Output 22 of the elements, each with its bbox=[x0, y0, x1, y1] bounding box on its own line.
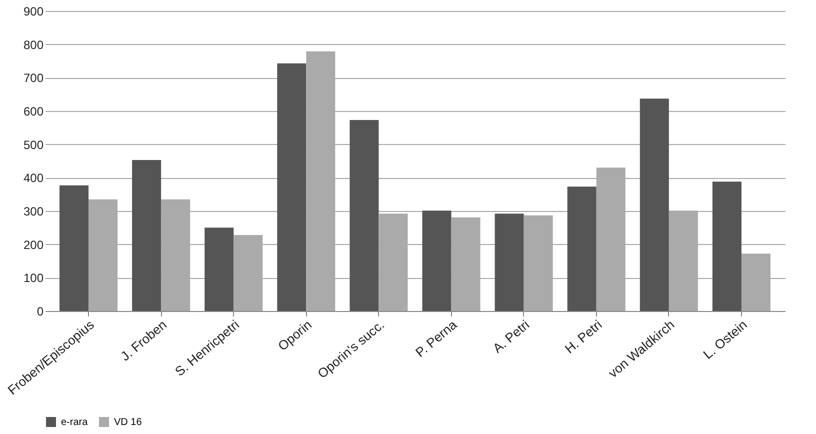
legend-label: e-rara bbox=[61, 417, 88, 428]
bar bbox=[204, 228, 234, 311]
bar bbox=[132, 160, 162, 311]
bar bbox=[60, 185, 89, 311]
bar bbox=[350, 120, 379, 311]
y-tick-label: 300 bbox=[23, 204, 44, 218]
y-tick-label: 500 bbox=[23, 138, 44, 152]
bar bbox=[494, 214, 524, 311]
bar bbox=[712, 182, 742, 311]
bar bbox=[640, 98, 669, 311]
y-tick-label: 900 bbox=[23, 4, 44, 18]
legend-label: VD 16 bbox=[114, 417, 142, 428]
y-tick-label: 200 bbox=[23, 238, 44, 252]
y-tick-label: 700 bbox=[23, 71, 44, 86]
bar bbox=[567, 186, 596, 311]
y-tick-label: 0 bbox=[36, 304, 44, 318]
y-tick-label: 800 bbox=[23, 38, 44, 52]
y-tick-label: 400 bbox=[23, 171, 44, 186]
bar bbox=[422, 210, 452, 311]
bar bbox=[277, 63, 306, 311]
y-tick-label: 100 bbox=[23, 271, 44, 286]
y-tick-label: 600 bbox=[23, 104, 44, 118]
